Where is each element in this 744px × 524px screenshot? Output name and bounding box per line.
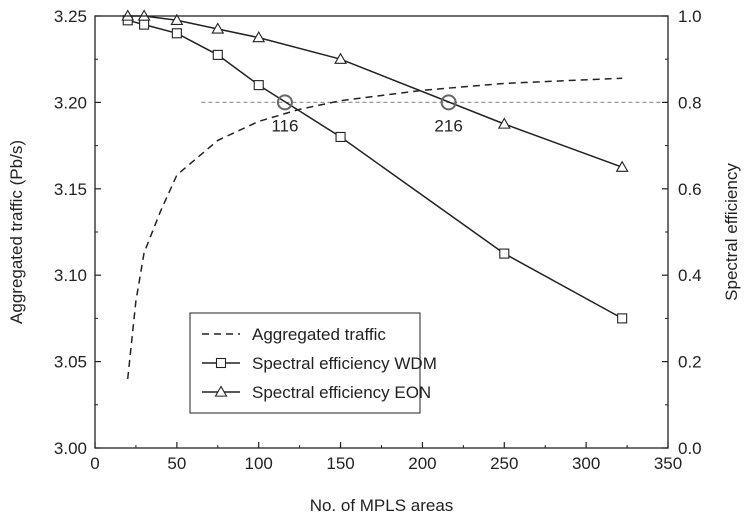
annotation-label-116: 116 — [271, 116, 298, 135]
left-y-tick-label-3.00: 3.00 — [54, 439, 87, 458]
series-line-1 — [127, 19, 623, 320]
annotation-marker-216 — [440, 94, 457, 111]
right-y-tick-label-0.2: 0.2 — [678, 353, 702, 372]
series-1-point-2 — [171, 28, 182, 39]
series-2-point-7 — [615, 160, 629, 172]
series-2-point-2 — [170, 13, 184, 25]
x-tick-label-0: 0 — [90, 454, 99, 473]
annotation-marker-116 — [276, 94, 293, 111]
legend-marker-1 — [215, 357, 227, 369]
x-tick-label-100: 100 — [245, 454, 273, 473]
x-axis-title: No. of MPLS areas — [310, 496, 454, 515]
series-2-point-6 — [497, 117, 511, 129]
right-y-axis-title: Spectral efficiency — [722, 163, 741, 301]
series-2-point-3 — [211, 22, 225, 34]
legend: Aggregated traffic Spectral efficiency WD… — [189, 312, 437, 414]
series-line-0 — [126, 77, 623, 379]
left-y-axis-title: Aggregated traffic (Pb/s) — [7, 140, 26, 324]
series-2-point-1 — [137, 9, 151, 21]
x-tick-label-150: 150 — [326, 454, 354, 473]
right-y-tick-label-0.0: 0.0 — [678, 439, 702, 458]
annotation-layer: 116 216 — [271, 94, 463, 135]
legend-label-1: Spectral efficiency WDM — [252, 354, 437, 373]
right-y-tick-label-1.0: 1.0 — [678, 7, 702, 26]
right-y-tick-label-0.6: 0.6 — [678, 180, 702, 199]
x-tick-label-200: 200 — [408, 454, 436, 473]
series-1-point-5 — [335, 131, 346, 143]
left-y-tick-label-3.10: 3.10 — [54, 266, 87, 285]
legend-label-2: Spectral efficiency EON — [252, 383, 431, 402]
left-y-tick-label-3.05: 3.05 — [54, 353, 87, 372]
left-y-tick-label-3.15: 3.15 — [54, 180, 87, 199]
series-1-point-7 — [617, 313, 628, 324]
x-tick-label-350: 350 — [654, 454, 682, 473]
tick-layer: 0 50 100 150 200 250 300 350 3.00 3.05 3.10 3.15 3.2… — [54, 7, 702, 473]
series-2-point-4 — [252, 30, 266, 43]
series-1-point-6 — [499, 248, 510, 259]
series-2-point-0 — [121, 9, 135, 21]
series-1-point-1 — [139, 19, 150, 30]
x-tick-label-250: 250 — [490, 454, 518, 473]
annotation-label-216: 216 — [434, 116, 462, 135]
marker-layer — [121, 9, 629, 324]
x-tick-label-50: 50 — [167, 454, 186, 473]
left-y-tick-label-3.25: 3.25 — [54, 7, 87, 26]
legend-marker-2 — [214, 385, 228, 397]
left-y-tick-label-3.20: 3.20 — [54, 93, 87, 112]
right-y-tick-label-0.8: 0.8 — [678, 93, 702, 112]
right-y-tick-label-0.4: 0.4 — [678, 266, 702, 285]
series-layer — [126, 15, 623, 379]
series-1-point-3 — [212, 49, 223, 60]
series-1-point-4 — [253, 80, 264, 91]
series-2-point-5 — [334, 52, 348, 64]
series-line-2 — [127, 15, 623, 168]
x-tick-label-300: 300 — [572, 454, 600, 473]
legend-label-0: Aggregated traffic — [252, 325, 386, 344]
